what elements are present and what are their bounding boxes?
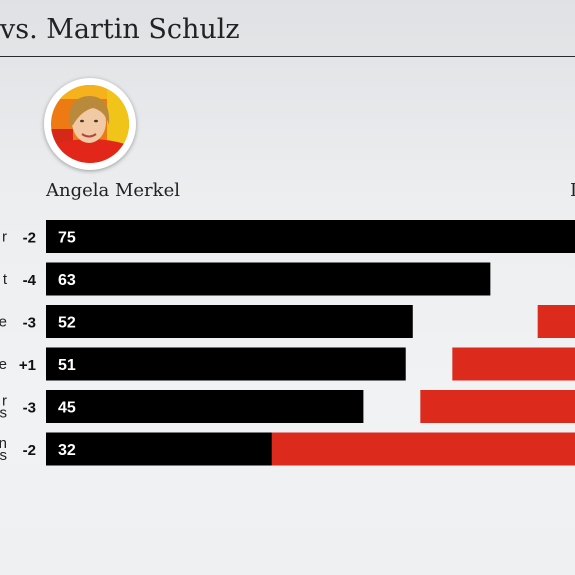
change-label: +1 xyxy=(19,357,36,374)
change-label: -2 xyxy=(23,442,36,459)
bar-merkel xyxy=(46,262,491,296)
bar-merkel xyxy=(46,220,575,253)
bar-merkel xyxy=(46,390,364,423)
category-label: r xyxy=(2,229,7,246)
bar-value-label: 75 xyxy=(58,230,76,247)
bar-merkel xyxy=(46,305,413,338)
change-label: -2 xyxy=(23,230,36,247)
candidate-name-merkel: Angela Merkel xyxy=(46,180,180,201)
category-label: n xyxy=(0,435,7,452)
bar-series-b xyxy=(265,432,575,466)
chart-title: vs. Martin Schulz xyxy=(0,14,240,45)
bar-value-label: 45 xyxy=(58,400,76,417)
avatar xyxy=(44,78,136,170)
bar-series-b xyxy=(537,305,575,338)
bar-series-b xyxy=(420,390,575,423)
bar-value-label: 32 xyxy=(58,442,76,459)
change-label: -4 xyxy=(23,272,37,289)
change-label: -3 xyxy=(23,315,36,332)
title-divider xyxy=(0,56,575,57)
bar-value-label: 52 xyxy=(58,315,76,332)
category-label: s xyxy=(0,405,7,422)
category-label: r xyxy=(2,393,7,410)
bar-value-label: 51 xyxy=(58,357,76,374)
bar-merkel xyxy=(46,347,406,381)
category-label: t xyxy=(3,271,8,288)
change-label: -3 xyxy=(23,400,36,417)
category-label: s xyxy=(0,447,7,464)
bar-value-label: 63 xyxy=(58,272,76,289)
candidate-name-fragment: I xyxy=(570,180,575,201)
bar-merkel xyxy=(46,432,272,466)
bar-series-b xyxy=(452,347,575,381)
category-label: e xyxy=(0,356,7,373)
category-label: e xyxy=(0,314,7,331)
